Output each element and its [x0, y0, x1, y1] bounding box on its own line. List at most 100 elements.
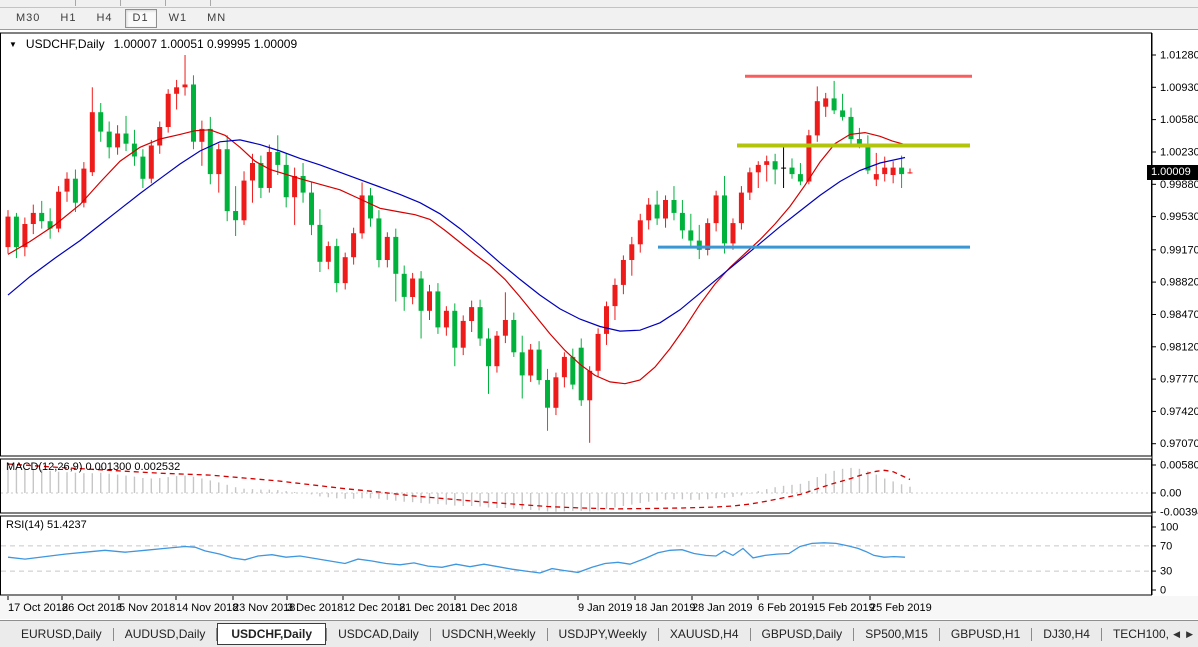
timeframe-button-h4[interactable]: H4	[96, 12, 113, 24]
candle	[629, 236, 635, 276]
toolbar-separator	[75, 0, 76, 6]
candle	[620, 255, 626, 295]
candle	[882, 156, 888, 182]
date-axis-label: 31 Dec 2018	[455, 602, 517, 614]
candle	[148, 139, 154, 184]
timeframe-toolbar: M30 H1 H4 D1 W1 MN	[0, 8, 1198, 30]
candle	[216, 143, 222, 193]
chart-tabs: EURUSD,Daily AUDUSD,Daily USDCHF,Daily USDC…	[0, 621, 1170, 647]
rsi-indicator-label: RSI(14) 51.4237	[6, 519, 87, 531]
chart-tab-gbpusd[interactable]: GBPUSD,Daily	[761, 627, 843, 641]
candle	[224, 135, 230, 222]
current-price-tag: 1.00009	[1147, 165, 1198, 180]
candle	[460, 315, 466, 356]
timeframe-button-d1[interactable]: D1	[124, 9, 157, 28]
candle	[13, 212, 19, 259]
candles-layer	[5, 55, 913, 443]
candle	[772, 153, 778, 185]
candle	[39, 200, 45, 229]
candle	[418, 271, 424, 339]
candle	[738, 186, 744, 230]
timeframe-button-mn[interactable]: MN	[207, 12, 227, 24]
chart-tab-xauusd[interactable]: XAUUSD,H4	[669, 627, 739, 641]
chart-tab-gbpusd[interactable]: GBPUSD,H1	[950, 627, 1021, 641]
candle	[56, 186, 62, 233]
candle	[157, 121, 163, 154]
main-chart-pane[interactable]	[0, 32, 1152, 457]
candle	[646, 198, 652, 230]
macd-axis-label: -0.003945	[1160, 507, 1198, 519]
candle	[469, 300, 475, 332]
candle	[511, 312, 517, 357]
candle	[165, 89, 171, 133]
candle	[536, 341, 542, 385]
candle	[241, 171, 247, 225]
candle	[258, 155, 264, 199]
timeframe-button-w1[interactable]: W1	[168, 12, 188, 24]
date-axis-label: 23 Nov 2018	[233, 602, 295, 614]
chart-canvas[interactable]: 1.01280 1.00930 1.00580 1.00230 0.99880 0.995…	[0, 30, 1198, 620]
candle	[486, 328, 491, 394]
candle	[250, 153, 255, 203]
candle	[781, 146, 787, 188]
candle	[578, 338, 584, 406]
tab-separator	[657, 627, 659, 641]
chart-tab-dj30[interactable]: DJ30,H4	[1043, 627, 1090, 641]
candle	[368, 188, 373, 227]
candle	[309, 181, 314, 236]
candle	[384, 232, 390, 268]
tab-separator	[938, 627, 940, 641]
chart-tab-eurusd[interactable]: EURUSD,Daily	[21, 627, 102, 641]
candle	[233, 186, 239, 236]
tab-scroll-arrows: ◀ ▶	[1170, 629, 1198, 639]
candle	[410, 272, 416, 305]
price-axis-label: 0.98120	[1160, 341, 1198, 353]
candle	[427, 284, 432, 320]
tab-separator	[853, 627, 855, 641]
candle	[806, 129, 812, 185]
macd-pane[interactable]	[0, 458, 1152, 514]
chart-tab-usdcnh[interactable]: USDCNH,Weekly	[441, 627, 536, 641]
candle	[283, 153, 289, 208]
tabs-scroll-right-icon[interactable]: ▶	[1186, 629, 1193, 639]
macd-histogram	[7, 466, 911, 512]
rsi-axis-label: 70	[1160, 540, 1172, 552]
chart-tab-usdjpy[interactable]: USDJPY,Weekly	[558, 627, 647, 641]
chart-tab-usdchf[interactable]: USDCHF,Daily	[217, 623, 327, 645]
toolbar-top-sliver	[0, 0, 1198, 8]
chart-tab-sp500[interactable]: SP500,M15	[865, 627, 928, 641]
price-axis-label: 1.00230	[1160, 147, 1198, 159]
candle	[443, 306, 449, 336]
candle	[98, 103, 104, 142]
chart-tab-usdcad[interactable]: USDCAD,Daily	[338, 627, 419, 641]
candle	[140, 149, 146, 188]
candle	[890, 161, 896, 184]
price-axis-label: 0.98820	[1160, 277, 1198, 289]
timeframe-button-m30[interactable]: M30	[16, 12, 41, 24]
candle	[494, 331, 500, 373]
candle	[64, 172, 70, 202]
candle	[325, 241, 331, 270]
tab-separator	[216, 627, 218, 641]
date-axis-label: 6 Feb 2019	[758, 602, 814, 614]
candle	[797, 163, 803, 186]
date-axis-label: 18 Jan 2019	[635, 602, 696, 614]
candle	[840, 93, 846, 121]
timeframe-button-h1[interactable]: H1	[60, 12, 77, 24]
rsi-pane[interactable]	[0, 515, 1152, 596]
date-axis-label: 3 Dec 2018	[287, 602, 343, 614]
symbol-dropdown-icon[interactable]: ▼	[9, 39, 17, 49]
chart-tab-bar: EURUSD,Daily AUDUSD,Daily USDCHF,Daily USDC…	[0, 620, 1198, 647]
candle	[5, 210, 11, 254]
chart-tab-audusd[interactable]: AUDUSD,Daily	[124, 627, 206, 641]
tabs-scroll-left-icon[interactable]: ◀	[1173, 629, 1181, 639]
chart-tab-tech100[interactable]: TECH100,H4	[1112, 627, 1170, 641]
rsi-line	[7, 542, 906, 574]
candle	[907, 168, 913, 174]
date-axis-label: 14 Nov 2018	[176, 602, 238, 614]
candle	[823, 92, 829, 117]
tab-separator	[1031, 627, 1033, 641]
candle	[604, 301, 609, 345]
tab-separator	[429, 627, 431, 641]
toolbar-separator	[165, 0, 166, 6]
